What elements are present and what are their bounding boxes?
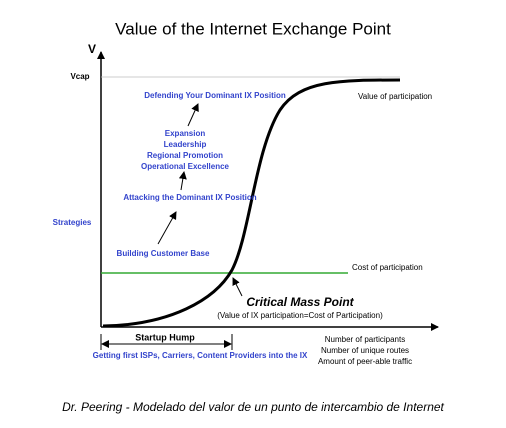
cost-line-label: Cost of participation	[352, 263, 423, 272]
arrow	[157, 211, 177, 245]
startup-hump-description: Getting first ISPs, Carriers, Content Pr…	[93, 351, 308, 360]
arrow	[187, 103, 199, 127]
value-curve	[102, 78, 401, 328]
strategies-label: Strategies	[53, 218, 92, 227]
strategy-step: Leadership	[164, 140, 207, 149]
arrow	[232, 277, 243, 297]
caption: Dr. Peering - Modelado del valor de un p…	[62, 400, 444, 414]
y-axis-label: V	[88, 42, 96, 56]
arrow	[178, 171, 187, 191]
strategy-step: Operational Excellence	[141, 162, 230, 171]
startup-hump-label: Startup Hump	[135, 332, 195, 342]
strategy-step: Attacking the Dominant IX Position	[123, 193, 256, 202]
y-max-label: Vcap	[70, 72, 89, 81]
strategy-step: Expansion	[165, 129, 206, 138]
title: Value of the Internet Exchange Point	[115, 19, 391, 38]
critical-mass-title: Critical Mass Point	[246, 295, 354, 309]
x-axis-label: Number of unique routes	[321, 346, 409, 355]
x-axis-label: Amount of peer-able traffic	[318, 357, 412, 366]
strategy-step: Defending Your Dominant IX Position	[144, 91, 286, 100]
strategy-step: Building Customer Base	[117, 249, 210, 258]
critical-mass-subtitle: (Value of IX participation=Cost of Parti…	[217, 311, 383, 320]
value-curve-label: Value of participation	[358, 92, 432, 101]
strategy-step: Regional Promotion	[147, 151, 223, 160]
x-axis-label: Number of participants	[325, 335, 405, 344]
